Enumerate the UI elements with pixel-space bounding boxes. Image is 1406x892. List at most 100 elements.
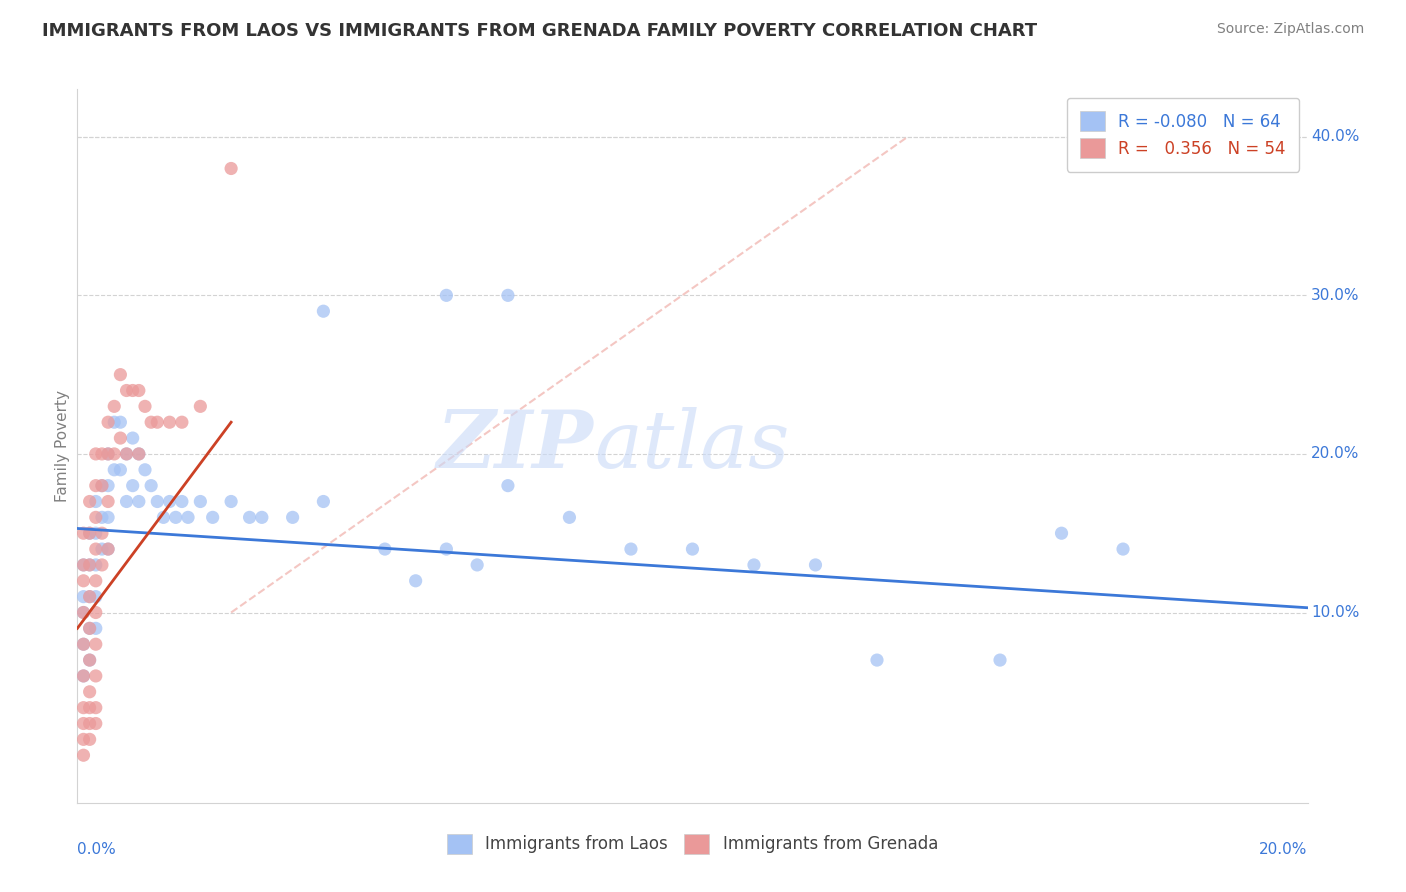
Point xyxy=(1050,526,1073,541)
Point xyxy=(72,606,94,620)
Text: IMMIGRANTS FROM LAOS VS IMMIGRANTS FROM GRENADA FAMILY POVERTY CORRELATION CHART: IMMIGRANTS FROM LAOS VS IMMIGRANTS FROM … xyxy=(42,22,1038,40)
Point xyxy=(90,478,114,492)
Point xyxy=(97,542,120,557)
Point xyxy=(804,558,827,572)
Point xyxy=(79,494,101,508)
Point xyxy=(97,494,120,508)
Text: atlas: atlas xyxy=(595,408,789,484)
Point xyxy=(84,621,107,635)
Point xyxy=(72,574,94,588)
Point xyxy=(90,510,114,524)
Point xyxy=(79,526,101,541)
Point xyxy=(84,590,107,604)
Point xyxy=(110,463,132,477)
Point xyxy=(79,653,101,667)
Point xyxy=(72,558,94,572)
Point xyxy=(84,574,107,588)
Point xyxy=(115,447,138,461)
Point xyxy=(103,463,125,477)
Point xyxy=(465,558,488,572)
Point xyxy=(866,653,889,667)
Text: 40.0%: 40.0% xyxy=(1312,129,1360,145)
Point xyxy=(79,621,101,635)
Point xyxy=(165,510,187,524)
Point xyxy=(72,748,94,763)
Text: 0.0%: 0.0% xyxy=(77,842,117,857)
Point xyxy=(620,542,643,557)
Point xyxy=(146,494,169,508)
Point xyxy=(405,574,427,588)
Point xyxy=(250,510,273,524)
Point xyxy=(97,542,120,557)
Text: Source: ZipAtlas.com: Source: ZipAtlas.com xyxy=(1216,22,1364,37)
Point xyxy=(170,415,193,429)
Point xyxy=(988,653,1011,667)
Point xyxy=(110,431,132,445)
Point xyxy=(79,590,101,604)
Point xyxy=(72,669,94,683)
Point xyxy=(72,669,94,683)
Point xyxy=(115,447,138,461)
Point xyxy=(128,494,150,508)
Point xyxy=(121,431,143,445)
Point xyxy=(84,494,107,508)
Point xyxy=(115,384,138,398)
Point xyxy=(128,447,150,461)
Point xyxy=(97,478,120,492)
Point xyxy=(90,447,114,461)
Point xyxy=(84,669,107,683)
Point xyxy=(79,716,101,731)
Point xyxy=(72,637,94,651)
Point xyxy=(201,510,224,524)
Point xyxy=(239,510,262,524)
Point xyxy=(90,478,114,492)
Point xyxy=(72,716,94,731)
Point xyxy=(496,288,519,302)
Point xyxy=(72,606,94,620)
Point xyxy=(90,542,114,557)
Text: 30.0%: 30.0% xyxy=(1312,288,1360,303)
Point xyxy=(84,478,107,492)
Point xyxy=(110,368,132,382)
Point xyxy=(84,637,107,651)
Text: 20.0%: 20.0% xyxy=(1312,446,1360,461)
Point xyxy=(312,494,335,508)
Point xyxy=(72,558,94,572)
Point xyxy=(72,637,94,651)
Point xyxy=(97,447,120,461)
Point xyxy=(141,415,163,429)
Point xyxy=(72,526,94,541)
Point xyxy=(84,700,107,714)
Point xyxy=(128,447,150,461)
Point xyxy=(79,558,101,572)
Point xyxy=(84,526,107,541)
Point xyxy=(90,558,114,572)
Point xyxy=(79,700,101,714)
Point xyxy=(682,542,704,557)
Point xyxy=(1112,542,1135,557)
Point xyxy=(436,288,458,302)
Point xyxy=(170,494,193,508)
Point xyxy=(312,304,335,318)
Point xyxy=(496,478,519,492)
Point xyxy=(84,542,107,557)
Point xyxy=(103,415,125,429)
Point xyxy=(219,161,242,176)
Point xyxy=(177,510,200,524)
Point xyxy=(84,510,107,524)
Point xyxy=(84,447,107,461)
Point xyxy=(72,732,94,747)
Point xyxy=(159,415,181,429)
Point xyxy=(281,510,304,524)
Point xyxy=(152,510,174,524)
Point xyxy=(79,732,101,747)
Point xyxy=(72,700,94,714)
Point xyxy=(79,621,101,635)
Point xyxy=(97,510,120,524)
Point xyxy=(115,494,138,508)
Point xyxy=(103,447,125,461)
Point xyxy=(742,558,765,572)
Point xyxy=(72,590,94,604)
Point xyxy=(79,590,101,604)
Point xyxy=(110,415,132,429)
